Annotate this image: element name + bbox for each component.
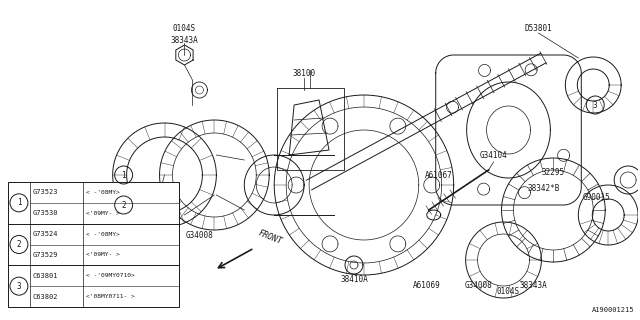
Text: 3: 3 [593,100,598,109]
Text: 38343A: 38343A [171,36,198,44]
Text: A61069: A61069 [413,281,440,290]
Text: 0104S: 0104S [173,23,196,33]
Text: 1: 1 [122,171,126,180]
Text: A190001215: A190001215 [592,307,634,313]
Text: C63801: C63801 [33,273,58,279]
Text: 2: 2 [122,201,126,210]
Text: <'08MY0711- >: <'08MY0711- > [86,294,134,299]
Text: 3: 3 [17,282,21,291]
Text: FRONT: FRONT [257,228,284,246]
Text: 32295: 32295 [542,167,565,177]
Text: < -'08MY>: < -'08MY> [86,190,120,195]
Text: G73523: G73523 [33,189,58,196]
Text: <'09MY- >: <'09MY- > [86,211,120,216]
Text: 38342*A: 38342*A [148,205,180,214]
Text: <'09MY- >: <'09MY- > [86,252,120,257]
Text: 38342*B: 38342*B [527,183,559,193]
Text: 0104S: 0104S [497,287,520,297]
Text: G34104: G34104 [479,150,508,159]
Text: 1: 1 [17,198,21,207]
Text: C63802: C63802 [33,293,58,300]
Text: < -'08MY>: < -'08MY> [86,232,120,236]
Bar [8,182,179,307]
Text: G73524: G73524 [33,231,58,237]
Text: 2: 2 [17,240,21,249]
Text: G34008: G34008 [186,230,213,239]
Text: G99404: G99404 [131,251,159,260]
Text: D53801: D53801 [525,23,552,33]
Text: G90015: G90015 [582,193,610,202]
Text: G34008: G34008 [465,281,492,290]
Text: < -'09MY0710>: < -'09MY0710> [86,273,134,278]
Text: A61067: A61067 [425,171,452,180]
Text: 38343A: 38343A [520,281,547,290]
Text: 38410A: 38410A [340,276,368,284]
Text: G73529: G73529 [33,252,58,258]
Text: 38100: 38100 [292,68,316,77]
Text: G73530: G73530 [33,210,58,216]
